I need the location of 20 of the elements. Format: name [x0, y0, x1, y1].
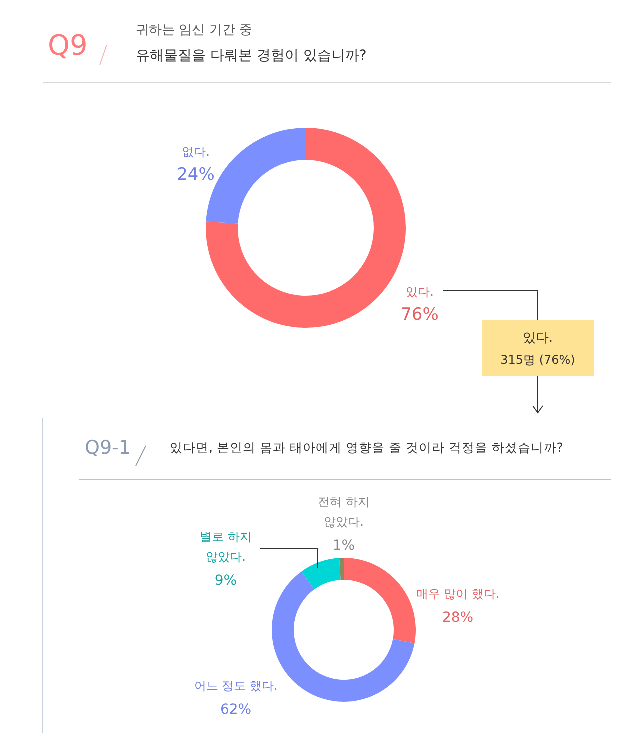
- text: 있다. 315명 (76%): [500, 331, 576, 367]
- text: Q9-1: [85, 437, 131, 459]
- data-label: 76%: [401, 305, 439, 325]
- donut-slice: [302, 558, 341, 590]
- data-label: 62%: [220, 702, 252, 718]
- donut-slice: [339, 558, 344, 580]
- slice-label: 없다.: [182, 145, 210, 159]
- slice-label: 매우 많이 했다.: [416, 587, 500, 601]
- slice-label: 전혀 하지 않았다.: [318, 495, 370, 529]
- slice-label: 있다.: [406, 285, 434, 299]
- slice-label: 별로 하지 않았다.: [200, 530, 252, 564]
- data-label: 1%: [332, 538, 356, 554]
- slice-label: 어느 정도 했다.: [194, 679, 278, 693]
- data-label: 9%: [214, 573, 238, 589]
- donut-slice: [344, 558, 416, 644]
- data-label: 28%: [442, 610, 474, 626]
- text: Q9: [48, 29, 88, 62]
- data-label: 24%: [177, 165, 215, 185]
- chart-title: 귀하는 임신 기간 중 유해물질을 다뤄본 경험이 있습니까?: [136, 23, 367, 64]
- chart-title: 있다면, 본인의 몸과 태아에게 영향을 줄 것이라 걱정을 하셨습니까?: [170, 440, 564, 455]
